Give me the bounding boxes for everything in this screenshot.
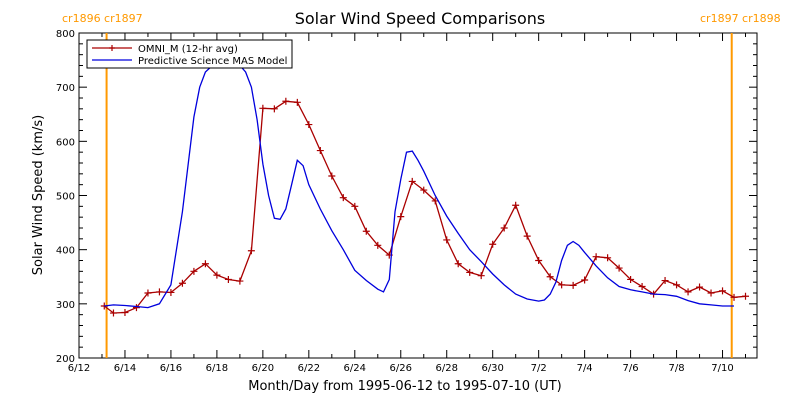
x-tick-label: 6/14 bbox=[114, 363, 136, 374]
y-tick-label: 600 bbox=[56, 137, 75, 148]
x-tick-label: 6/16 bbox=[160, 363, 182, 374]
data-point bbox=[121, 309, 129, 316]
data-point bbox=[696, 283, 704, 291]
y-tick-label: 300 bbox=[56, 300, 75, 311]
data-point bbox=[707, 289, 715, 297]
data-point bbox=[512, 201, 520, 209]
data-point bbox=[466, 268, 474, 276]
data-point bbox=[305, 121, 313, 129]
y-tick-label: 400 bbox=[56, 246, 75, 257]
x-tick-label: 7/10 bbox=[711, 363, 733, 374]
data-point bbox=[247, 247, 255, 255]
data-point bbox=[374, 241, 382, 249]
data-point bbox=[178, 279, 186, 287]
carrington-marker-label: cr1897 cr1898 bbox=[700, 12, 781, 25]
data-point bbox=[673, 281, 681, 289]
x-tick-label: 7/2 bbox=[531, 363, 547, 374]
y-tick-label: 800 bbox=[56, 29, 75, 40]
data-point bbox=[661, 277, 669, 285]
data-point bbox=[500, 224, 508, 232]
data-point bbox=[684, 288, 692, 296]
x-axis-label: Month/Day from 1995-06-12 to 1995-07-10 … bbox=[248, 379, 561, 394]
x-tick-label: 6/24 bbox=[344, 363, 366, 374]
legend: OMNI_M (12-hr avg)Predictive Science MAS… bbox=[86, 39, 293, 69]
data-point bbox=[351, 202, 359, 210]
data-point bbox=[270, 105, 278, 113]
data-point bbox=[615, 264, 623, 272]
data-point bbox=[328, 172, 336, 180]
data-point bbox=[282, 97, 290, 105]
data-point bbox=[546, 273, 554, 281]
data-point bbox=[213, 271, 221, 279]
data-point bbox=[201, 260, 209, 268]
data-point bbox=[454, 260, 462, 268]
data-point bbox=[259, 104, 267, 112]
data-point bbox=[167, 288, 175, 296]
x-tick-label: 6/28 bbox=[435, 363, 457, 374]
data-point bbox=[362, 227, 370, 235]
data-point bbox=[627, 275, 635, 283]
y-tick-label: 200 bbox=[56, 354, 75, 365]
data-point bbox=[569, 281, 577, 289]
x-tick-label: 6/26 bbox=[390, 363, 412, 374]
legend-entry: OMNI_M (12-hr avg) bbox=[138, 44, 238, 55]
x-tick-label: 6/22 bbox=[298, 363, 320, 374]
data-point bbox=[109, 309, 117, 317]
data-point bbox=[397, 213, 405, 221]
carrington-marker-label: cr1896 cr1897 bbox=[62, 12, 143, 25]
data-point bbox=[155, 288, 163, 296]
data-point bbox=[144, 289, 152, 297]
series-line-0 bbox=[103, 100, 746, 314]
data-point bbox=[535, 257, 543, 264]
legend-box bbox=[86, 39, 293, 69]
data-point bbox=[719, 287, 727, 295]
x-tick-label: 6/20 bbox=[252, 363, 274, 374]
x-tick-label: 6/12 bbox=[68, 363, 90, 374]
y-tick-label: 500 bbox=[56, 192, 75, 203]
data-point bbox=[339, 194, 347, 202]
y-axis-label: Solar Wind Speed (km/s) bbox=[31, 115, 46, 275]
plot-frame bbox=[78, 32, 758, 359]
data-point bbox=[730, 293, 738, 301]
data-point bbox=[604, 254, 612, 262]
data-point bbox=[558, 281, 566, 289]
chart-title: Solar Wind Speed Comparisons bbox=[295, 9, 546, 28]
data-point bbox=[236, 277, 244, 285]
x-tick-label: 6/30 bbox=[481, 363, 503, 374]
data-point bbox=[316, 147, 324, 155]
legend-entry: Predictive Science MAS Model bbox=[138, 56, 287, 67]
data-point bbox=[489, 240, 497, 248]
data-point bbox=[477, 272, 485, 280]
data-point bbox=[190, 267, 198, 275]
data-point bbox=[742, 292, 750, 300]
data-point bbox=[293, 98, 301, 106]
data-point bbox=[581, 276, 589, 284]
data-point bbox=[638, 283, 646, 290]
data-point bbox=[132, 304, 140, 312]
data-point bbox=[443, 236, 451, 244]
data-point bbox=[420, 186, 428, 194]
x-tick-label: 7/6 bbox=[623, 363, 639, 374]
x-tick-label: 7/8 bbox=[669, 363, 685, 374]
legend-marker bbox=[109, 45, 115, 51]
data-point bbox=[523, 232, 531, 240]
data-point bbox=[408, 177, 416, 185]
data-point bbox=[592, 253, 600, 261]
data-point bbox=[224, 275, 232, 283]
x-tick-label: 6/18 bbox=[206, 363, 228, 374]
x-tick-label: 7/4 bbox=[577, 363, 593, 374]
y-tick-label: 700 bbox=[56, 83, 75, 94]
